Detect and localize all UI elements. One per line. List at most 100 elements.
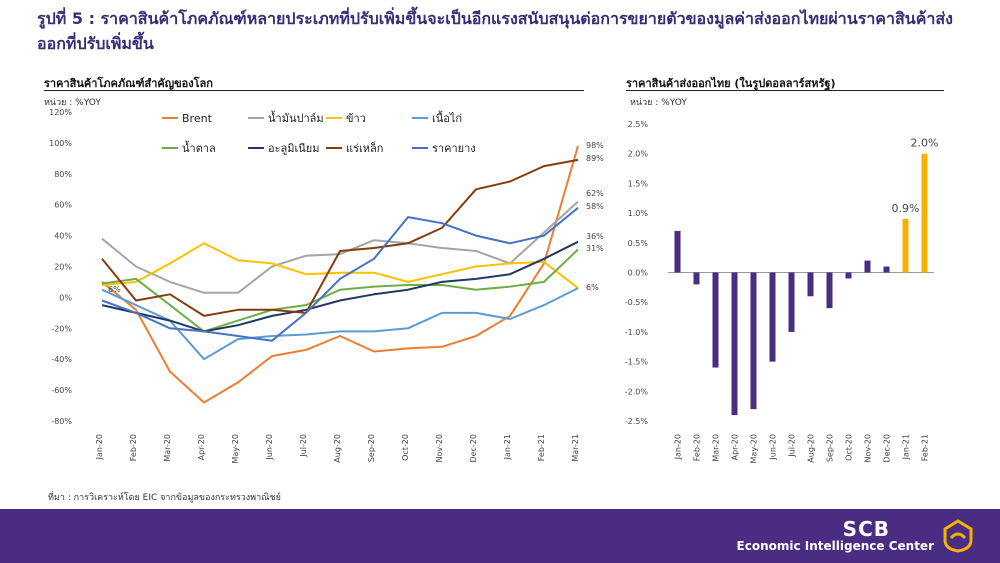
start-data-label: 6% [108, 285, 121, 294]
bar [826, 272, 833, 309]
bar [788, 272, 795, 332]
series-line-3 [101, 287, 579, 361]
y-tick-label: 80% [54, 170, 72, 179]
x-tick-label: Feb-20 [693, 434, 702, 461]
y-tick-label: 2.0% [628, 150, 649, 159]
series-line-5 [101, 240, 579, 333]
x-tick-label: Jul-20 [788, 434, 797, 458]
end-data-label: 31% [586, 244, 604, 253]
page-title: รูปที่ 5 : ราคาสินค้าโภคภัณฑ์หลายประเภทท… [37, 9, 953, 53]
bar [864, 260, 871, 273]
x-tick-label: Jun-20 [265, 434, 274, 461]
bar [883, 266, 890, 273]
source-note: ที่มา : การวิเคราะห์โดย EIC จากข้อมูลของ… [48, 493, 281, 503]
legend-label: อะลูมิเนียม [268, 142, 319, 155]
series-line-6 [101, 158, 579, 317]
y-tick-label: 100% [49, 139, 72, 148]
x-tick-label: Apr-20 [731, 434, 740, 460]
end-data-label: 89% [586, 154, 604, 163]
left-title-rule [44, 90, 584, 91]
legend-label: แร่เหล็ก [346, 141, 383, 155]
x-tick-label: Mar-20 [163, 434, 172, 462]
bar-data-label: 0.9% [892, 202, 920, 215]
x-tick-label: Aug-20 [807, 434, 816, 463]
legend-label: เนื้อไก่ [432, 110, 462, 125]
x-tick-label: Jan-21 [902, 434, 911, 460]
bar [674, 230, 681, 273]
y-tick-label: -1.0% [625, 328, 649, 337]
y-tick-label: 0% [59, 293, 72, 302]
bar [921, 153, 928, 273]
x-tick-label: Dec-20 [469, 434, 478, 463]
x-tick-label: Feb-21 [921, 434, 930, 461]
series-line-4 [101, 248, 579, 333]
x-tick-label: Aug-20 [333, 434, 342, 463]
brand-subtitle: Economic Intelligence Center [736, 539, 934, 553]
x-tick-label: Nov-20 [435, 434, 444, 462]
x-tick-label: Mar-20 [712, 434, 721, 462]
legend-label: Brent [182, 112, 213, 125]
y-tick-label: -20% [51, 324, 72, 333]
x-tick-label: May-20 [231, 434, 240, 463]
bar [807, 272, 814, 297]
series-line-7 [101, 207, 579, 342]
series-line-2 [101, 242, 579, 289]
x-tick-label: Jan-21 [503, 434, 512, 460]
end-data-label: 6% [586, 283, 599, 292]
y-tick-label: -2.0% [625, 387, 649, 396]
y-tick-label: -0.5% [625, 298, 649, 307]
x-tick-label: Sep-20 [367, 434, 376, 462]
y-tick-label: -1.5% [625, 358, 649, 367]
left-chart-title: ราคาสินค้าโภคภัณฑ์สำคัญของโลก [44, 77, 213, 90]
bar-data-label: 2.0% [911, 137, 939, 150]
series-line-0 [101, 145, 579, 404]
legend-label: ราคายาง [432, 142, 476, 155]
bar [731, 272, 738, 416]
y-tick-label: 20% [54, 263, 72, 272]
y-tick-label: -80% [51, 417, 72, 426]
x-tick-label: Oct-20 [845, 434, 854, 461]
x-tick-label: Oct-20 [401, 434, 410, 461]
y-tick-label: -60% [51, 386, 72, 395]
x-tick-label: Jun-20 [769, 434, 778, 461]
brand-name: SCB [842, 517, 890, 541]
end-data-label: 58% [586, 202, 604, 211]
x-tick-label: Feb-21 [537, 434, 546, 461]
right-chart-title: ราคาสินค้าส่งออกไทย (ในรูปดอลลาร์สหรัฐ) [626, 77, 836, 90]
x-tick-label: Apr-20 [197, 434, 206, 460]
y-tick-label: -40% [51, 355, 72, 364]
series-line-1 [101, 200, 579, 294]
end-data-label: 36% [586, 232, 604, 241]
y-tick-label: 40% [54, 232, 72, 241]
x-tick-label: Nov-20 [864, 434, 873, 462]
y-tick-label: 1.5% [628, 179, 649, 188]
legend-label: ข้าว [346, 112, 366, 125]
x-tick-label: May-20 [750, 434, 759, 463]
y-tick-label: 120% [49, 108, 72, 117]
x-tick-label: Dec-20 [883, 434, 892, 463]
y-tick-label: 0.5% [628, 239, 649, 248]
y-tick-label: 0.0% [628, 269, 649, 278]
y-tick-label: 60% [54, 201, 72, 210]
x-tick-label: Sep-20 [826, 434, 835, 462]
y-tick-label: 1.0% [628, 209, 649, 218]
left-unit-label: หน่วย : %YOY [44, 98, 101, 108]
scb-logo-icon [943, 519, 973, 553]
bar [902, 219, 909, 273]
export-price-bar-chart: -2.5% -2.0% -1.5% -1.0% -0.5% 0.0% 0.5% 1.0% 1.5… [625, 120, 939, 463]
right-unit-label: หน่วย : %YOY [630, 98, 687, 108]
bar [769, 272, 776, 362]
right-title-rule [626, 90, 944, 91]
y-tick-label: -2.5% [625, 417, 649, 426]
y-tick-label: 2.5% [628, 120, 649, 129]
x-tick-label: Feb-20 [129, 434, 138, 461]
x-tick-label: Mar-21 [571, 434, 580, 462]
bar [693, 272, 700, 285]
footer-bar: SCB Economic Intelligence Center [0, 509, 1000, 563]
x-tick-label: Jan-20 [674, 434, 683, 460]
bar [750, 272, 757, 410]
bar [712, 272, 719, 368]
end-data-label: 98% [586, 141, 604, 150]
legend-label: น้ำมันปาล์ม [268, 110, 324, 125]
x-tick-label: Jul-20 [299, 434, 308, 458]
